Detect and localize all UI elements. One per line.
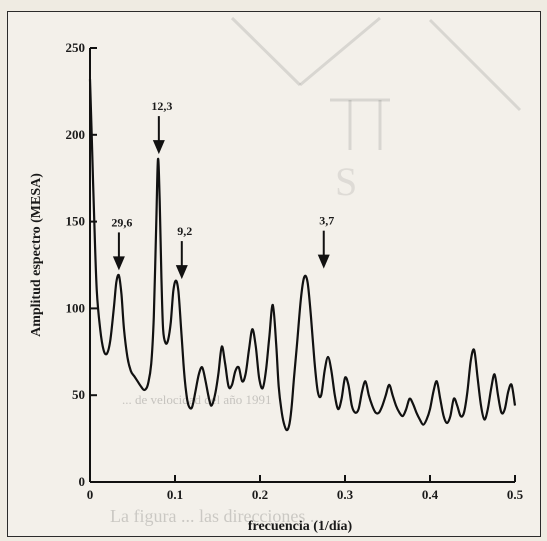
annotation-arrow-head [317, 254, 330, 269]
x-tick-label: 0 [87, 487, 94, 502]
peak-annotations: 29,6 12,3 9,2 3,7 [111, 99, 334, 280]
x-tick-label: 0.5 [507, 487, 524, 502]
annotation-arrow-head [175, 265, 188, 280]
y-axis-label: Amplitud espectro (MESA) [29, 173, 44, 337]
tick-marks: 0 0.1 0.2 0.3 0.4 0.5 0 50 100 150 200 250 [66, 40, 524, 502]
y-tick-label: 150 [66, 214, 86, 229]
annotation-arrow-head [112, 256, 125, 271]
x-tick-label: 0.2 [252, 487, 268, 502]
annotation-label: 12,3 [151, 99, 172, 113]
x-tick-label: 0.1 [167, 487, 183, 502]
annotation-label: 29,6 [111, 215, 132, 229]
annotation-arrow-head [152, 140, 165, 155]
x-tick-label: 0.4 [422, 487, 439, 502]
y-tick-label: 50 [72, 387, 85, 402]
x-tick-label: 0.3 [337, 487, 354, 502]
x-axis-label: frecuencia (1/día) [248, 519, 353, 534]
y-tick-label: 250 [66, 40, 86, 55]
series-group [88, 79, 517, 432]
annotation-label: 9,2 [177, 224, 192, 238]
spectrum-line [88, 79, 517, 432]
y-tick-label: 0 [79, 474, 86, 489]
y-tick-label: 100 [66, 300, 86, 315]
y-tick-label: 200 [66, 127, 86, 142]
plot-axes [89, 48, 515, 483]
annotation-label: 3,7 [319, 214, 334, 228]
